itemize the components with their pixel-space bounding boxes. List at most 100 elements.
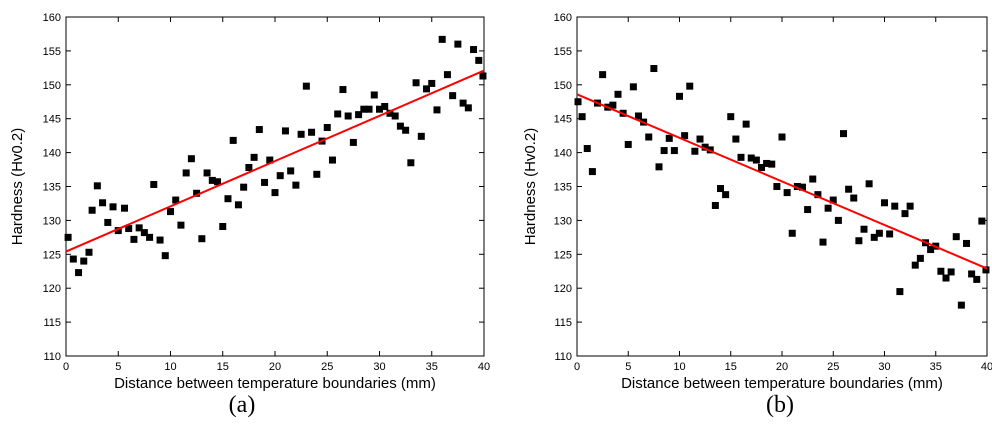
data-point-b [701,143,709,151]
x-tick-label-b: 25 [827,361,839,373]
data-point-b [737,153,745,161]
data-point-b [778,133,786,141]
data-point-b [855,237,863,245]
data-point-a [229,136,237,144]
data-point-a [454,40,462,48]
data-point-a [438,35,446,43]
x-tick-label-b: 20 [776,361,788,373]
data-point-a [146,233,154,241]
data-point-a [396,122,404,130]
data-point-b [655,163,663,171]
data-point-a [69,255,77,263]
x-tick-label-a: 35 [426,361,438,373]
data-point-a [109,203,117,211]
data-point-a [240,183,248,191]
data-point-a [182,169,190,177]
data-point-b [916,254,924,262]
panel-label-a: (a) [229,392,256,418]
y-tick-label-b: 160 [554,12,572,24]
y-tick-label-a: 115 [43,317,61,329]
data-point-a [208,176,216,184]
data-point-a [323,124,331,132]
data-point-a [234,201,242,209]
plot-frame-a [65,16,485,357]
data-point-a [407,159,415,167]
data-point-a [156,236,164,244]
data-point-a [172,196,180,204]
data-point-a [365,105,373,113]
data-point-b [906,202,914,210]
data-point-b [875,229,883,237]
data-point-b [870,233,878,241]
x-tick-label-b: 0 [574,361,580,373]
y-tick-label-a: 110 [43,351,61,363]
data-point-b [783,189,791,197]
y-tick-label-b: 125 [554,249,572,261]
y-axis-title-a: Hardness (Hv0.2) [9,128,26,246]
y-tick-label-a: 160 [43,12,61,24]
data-point-b [676,92,683,100]
data-point-a [297,130,305,138]
data-point-b [937,267,945,275]
data-point-a [121,204,129,212]
data-point-b [717,185,724,193]
data-point-a [417,132,425,140]
data-point-b [722,191,730,199]
data-point-b [799,183,806,191]
data-point-a [161,252,169,260]
data-point-b [635,112,642,120]
data-point-b [947,268,955,276]
data-point-b [773,183,781,190]
data-point-b [963,239,970,247]
data-point-b [670,147,678,155]
data-point-b [942,274,950,282]
data-point-a [203,169,211,177]
data-point-a [376,105,383,113]
data-point-a [224,195,232,203]
data-point-a [423,85,431,93]
data-point-b [886,230,894,238]
fit-line-a [65,69,485,253]
data-point-a [245,164,253,172]
data-point-a [334,110,342,118]
x-tick-label-b: 40 [981,361,992,373]
data-point-a [443,71,451,79]
data-point-b [911,261,919,269]
data-point-b [824,204,832,212]
data-point-b [614,90,622,98]
y-axis-title-b: Hardness (Hv0.2) [522,128,539,246]
data-point-b [901,210,909,218]
data-point-b [599,71,607,79]
y-tick-label-a: 120 [43,283,61,295]
data-point-a [292,181,300,189]
data-point-b [968,270,976,278]
data-point-b [681,132,689,140]
data-point-b [982,266,990,274]
data-point-a [287,167,295,175]
data-point-a [140,229,148,237]
data-point-a [464,104,472,112]
y-tick-label-a: 140 [43,148,61,160]
data-point-b [583,145,591,153]
data-point-b [793,183,801,190]
data-point-b [927,246,935,254]
x-tick-label-a: 5 [115,361,121,373]
data-point-a [344,112,352,120]
x-tick-label-a: 15 [217,361,229,373]
data-point-a [281,127,289,135]
data-point-b [840,130,847,138]
data-point-a [479,72,487,80]
data-point-a [261,178,269,186]
data-point-b [978,217,986,225]
data-point-a [266,156,274,164]
x-tick-label-a: 25 [321,361,333,373]
data-point-a [381,102,389,110]
data-point-a [135,224,143,232]
data-point-b [578,113,586,121]
data-point-b [691,147,699,155]
data-point-b [829,196,837,204]
data-point-b [860,225,868,233]
data-point-b [588,168,596,176]
data-point-b [665,134,673,142]
data-point-a [412,79,420,87]
